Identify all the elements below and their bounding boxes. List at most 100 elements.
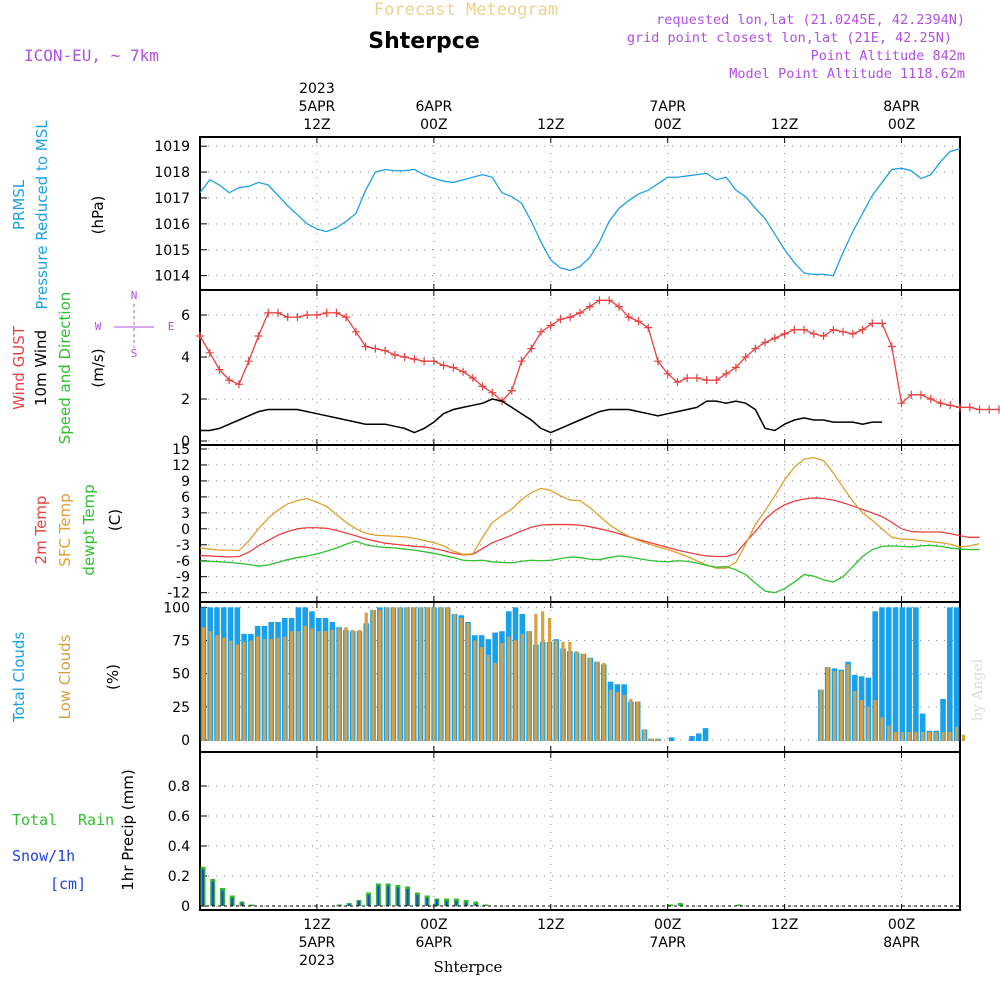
top-time-label: 12Z (303, 117, 330, 133)
total-cloud-bar (885, 607, 892, 742)
gust-marker (848, 329, 857, 338)
gust-marker (926, 395, 935, 403)
low-cloud-bar (581, 653, 585, 742)
gust-marker (439, 361, 448, 370)
gust-marker (683, 374, 692, 382)
gust-marker (712, 376, 721, 385)
low-cloud-bar (493, 663, 497, 742)
wind-ytick-label: 6 (181, 308, 190, 324)
clouds-ytick-label: 50 (172, 667, 190, 683)
low-cloud-bar (317, 631, 321, 742)
pressure-unit: (hPa) (89, 196, 107, 235)
compass-s: S (131, 347, 138, 360)
low-cloud-bar (527, 631, 531, 742)
low-cloud-bar (283, 636, 287, 742)
bottom-time-label: 00Z (420, 917, 447, 933)
gust-marker (312, 311, 321, 319)
temp-unit: (C) (106, 509, 124, 531)
low-cloud-bar (642, 729, 647, 742)
snow-label: Snow/1h (12, 847, 75, 865)
low-cloud-bar (276, 637, 280, 742)
rain-bar (336, 904, 342, 906)
pressure-ytick-label: 1018 (154, 165, 190, 181)
low-cloud-bar (568, 641, 572, 742)
low-cloud-bar (269, 639, 273, 742)
low-cloud-bar (588, 657, 592, 742)
snow-bar (202, 869, 204, 906)
rain-label-b: Rain (78, 811, 114, 829)
top-time-label: 6APR (416, 99, 453, 115)
low-cloud-bar (323, 631, 328, 742)
bottom-time-label: 8APR (883, 935, 920, 951)
snow-bar (240, 902, 243, 906)
low-cloud-bar (649, 738, 653, 742)
low-cloud-bar (500, 643, 504, 742)
compass-e: E (168, 320, 175, 333)
low-cloud-bar (893, 732, 898, 742)
top-time-label: 12Z (771, 117, 798, 133)
low-cloud-bar (513, 640, 518, 742)
low-cloud-bar (826, 667, 830, 742)
rain-label-a: Total (12, 811, 57, 829)
low-cloud-bar (385, 607, 389, 742)
total-cloud-bar (940, 698, 946, 742)
bottom-time-label: 2023 (299, 953, 335, 969)
snow-bar (221, 890, 224, 906)
snow-bar (416, 895, 419, 906)
gust-marker (244, 357, 253, 366)
gust-marker (322, 308, 331, 317)
temp-frame (199, 444, 961, 603)
temp-ytick-label: 0 (181, 522, 190, 538)
low-cloud-bar (819, 689, 823, 742)
precip-frame (199, 751, 961, 911)
gust-marker (644, 323, 653, 332)
bottom-time-label: 12Z (537, 917, 564, 933)
total-cloud-bar (668, 737, 675, 742)
gust-marker (429, 357, 438, 366)
low-cloud-bar (249, 640, 253, 742)
low-cloud-bar (330, 629, 334, 742)
rain-bar (473, 901, 479, 906)
total-cloud-bar (879, 607, 885, 742)
compass-w: W (95, 320, 102, 333)
temp-ytick-label: 15 (172, 442, 190, 458)
low-cloud-bar (222, 637, 226, 742)
gust-marker (751, 344, 760, 353)
low-cloud-bar (201, 627, 205, 742)
snow-bar (474, 904, 477, 906)
dew-temp-line (200, 540, 980, 594)
bottom-time-label: 5APR (299, 935, 336, 951)
gust-marker (985, 405, 994, 414)
bottom-time-label: 6APR (416, 935, 453, 951)
snow-bar (348, 904, 351, 906)
low-cloud-bar (466, 623, 470, 742)
gust-marker (459, 367, 468, 376)
gust-marker (965, 403, 974, 412)
snow-bar (387, 886, 390, 906)
footer-location: Shterpce (434, 958, 503, 976)
low-cloud-bar (547, 617, 552, 742)
low-cloud-bar (873, 700, 877, 742)
bottom-time-label: 7APR (649, 935, 686, 951)
low-clouds-label: Low Clouds (56, 634, 74, 719)
rain-bar (249, 904, 255, 906)
total-cloud-bar (899, 607, 906, 742)
snow-bar (435, 899, 438, 906)
precip-ytick-label: 0.6 (168, 809, 190, 825)
snow-bar (367, 895, 370, 906)
gust-marker (761, 338, 770, 347)
temp-ytick-label: 9 (181, 474, 190, 490)
total-cloud-bar (947, 607, 953, 742)
low-cloud-bar (541, 611, 545, 742)
low-cloud-bar (337, 628, 341, 742)
low-cloud-bar (208, 631, 212, 742)
low-cloud-bar (425, 607, 429, 742)
total-cloud-bar (695, 733, 702, 742)
gust-marker (956, 403, 964, 412)
compass-rose: N S W E (95, 289, 175, 360)
low-cloud-bar (921, 732, 925, 742)
gust-marker (449, 363, 458, 372)
gust-marker (770, 334, 779, 343)
bottom-time-label: 12Z (771, 917, 798, 933)
